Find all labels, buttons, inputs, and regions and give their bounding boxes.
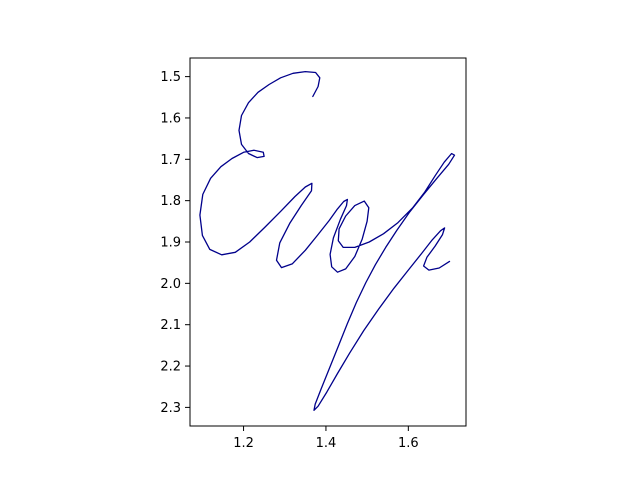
y-tick-label: 2.0 [160,277,181,292]
x-tick-label: 1.2 [233,436,254,451]
y-tick-label: 1.9 [160,236,181,251]
y-tick-label: 1.6 [160,111,181,126]
y-tick-label: 1.5 [160,70,181,85]
plot-area [199,70,456,411]
x-tick-label: 1.4 [316,436,337,451]
x-tick-label: 1.6 [398,436,419,451]
y-tick-label: 2.3 [160,401,181,416]
y-tick-label: 1.8 [160,194,181,209]
y-tick-label: 2.1 [160,318,181,333]
x-axis: 1.2 1.4 1.6 [233,426,419,451]
y-tick-label: 2.2 [160,360,181,375]
series-line [199,70,456,411]
y-tick-label: 1.7 [160,153,181,168]
y-axis: 1.5 1.6 1.7 1.8 1.9 2.0 2.1 2.2 2.3 [160,70,190,416]
